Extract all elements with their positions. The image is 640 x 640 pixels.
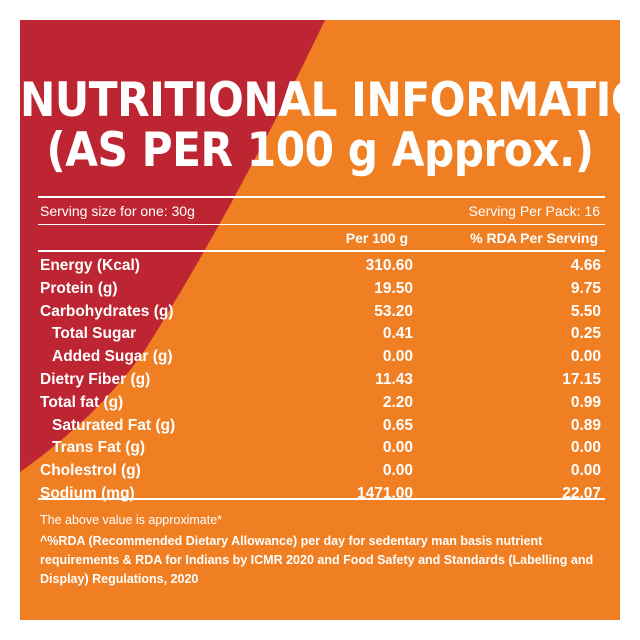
nutrient-row: Trans Fat (g) 0.00 0.00	[38, 437, 603, 460]
nutrient-name: Energy (Kcal)	[40, 257, 140, 274]
nutrient-name: Protein (g)	[40, 279, 118, 297]
nutrient-row: Sodium (mg) 1471.00 22.07	[38, 483, 603, 506]
nutrient-per-100g: 1471.00	[356, 485, 413, 502]
nutrient-row: Added Sugar (g) 0.00 0.00	[38, 346, 603, 369]
nutrient-row: Saturated Fat (g) 0.65 0.89	[38, 415, 603, 438]
title-line-1: NUTRITIONAL INFORMATION	[20, 73, 620, 128]
nutrient-rda: 4.66	[570, 257, 601, 274]
nutrient-per-100g: 2.20	[382, 393, 413, 411]
nutrient-rda: 22.07	[562, 485, 601, 502]
nutrient-per-100g: 53.20	[374, 302, 413, 320]
divider-top	[38, 196, 605, 198]
nutrient-row: Energy (Kcal) 310.60 4.66	[38, 255, 603, 278]
nutrient-name: Carbohydrates (g)	[40, 302, 174, 320]
nutrient-rda: 0.00	[570, 462, 601, 480]
nutrient-name: Saturated Fat (g)	[52, 416, 176, 434]
title-line-2: (AS PER 100 g Approx.)	[46, 123, 594, 178]
nutrient-rda: 0.89	[570, 416, 601, 434]
background-red-swoosh	[20, 20, 325, 472]
nutrient-name: Trans Fat (g)	[52, 439, 146, 457]
divider-serving	[38, 224, 605, 225]
nutrient-name: Total Sugar	[52, 325, 137, 343]
nutrient-name: Cholestrol (g)	[40, 462, 141, 480]
panel-background	[20, 20, 620, 620]
nutrient-row: Total Sugar 0.41 0.25	[38, 323, 603, 346]
nutrient-row: Protein (g) 19.50 9.75	[38, 278, 603, 301]
nutrient-per-100g: 0.00	[382, 462, 413, 480]
footer-rda-note: ^%RDA (Recommended Dietary Allowance) pe…	[40, 534, 594, 586]
nutrient-per-100g: 0.00	[382, 348, 413, 366]
divider-header	[38, 250, 605, 252]
nutrient-per-100g: 19.50	[374, 279, 413, 297]
divider-bottom	[38, 498, 605, 500]
column-header-rda: % RDA Per Serving	[470, 230, 598, 246]
serving-per-pack: Serving Per Pack: 16	[468, 203, 600, 219]
nutrient-rda: 0.99	[570, 393, 601, 411]
nutrient-rda: 0.00	[570, 348, 601, 366]
serving-size: Serving size for one: 30g	[40, 203, 195, 219]
nutrient-rda: 9.75	[570, 279, 601, 297]
nutrient-per-100g: 0.41	[382, 325, 413, 343]
nutrient-name: Added Sugar (g)	[52, 348, 173, 366]
nutrient-rda: 0.00	[570, 439, 601, 457]
nutrient-per-100g: 0.65	[382, 416, 413, 434]
footer-note: The above value is approximate*	[40, 513, 223, 527]
nutrient-rda: 17.15	[562, 371, 601, 388]
nutrient-name: Dietry Fiber (g)	[40, 371, 151, 388]
nutrient-row: Cholestrol (g) 0.00 0.00	[38, 460, 603, 483]
label-content: NUTRITIONAL INFORMATION (AS PER 100 g Ap…	[20, 20, 620, 620]
nutrient-row: Total fat (g) 2.20 0.99	[38, 392, 603, 415]
nutrient-rda: 5.50	[570, 302, 601, 320]
nutrient-name: Sodium (mg)	[40, 485, 135, 502]
nutrient-per-100g: 11.43	[375, 371, 413, 388]
nutrition-panel: NUTRITIONAL INFORMATION (AS PER 100 g Ap…	[20, 20, 620, 620]
nutrient-name: Total fat (g)	[40, 393, 124, 411]
nutrient-rda: 0.25	[570, 325, 601, 343]
nutrient-per-100g: 0.00	[382, 439, 413, 457]
nutrient-row: Dietry Fiber (g) 11.43 17.15	[38, 369, 603, 392]
column-header-per-100g: Per 100 g	[345, 230, 408, 246]
nutrient-row: Carbohydrates (g) 53.20 5.50	[38, 301, 603, 324]
nutrient-per-100g: 310.60	[365, 257, 413, 274]
